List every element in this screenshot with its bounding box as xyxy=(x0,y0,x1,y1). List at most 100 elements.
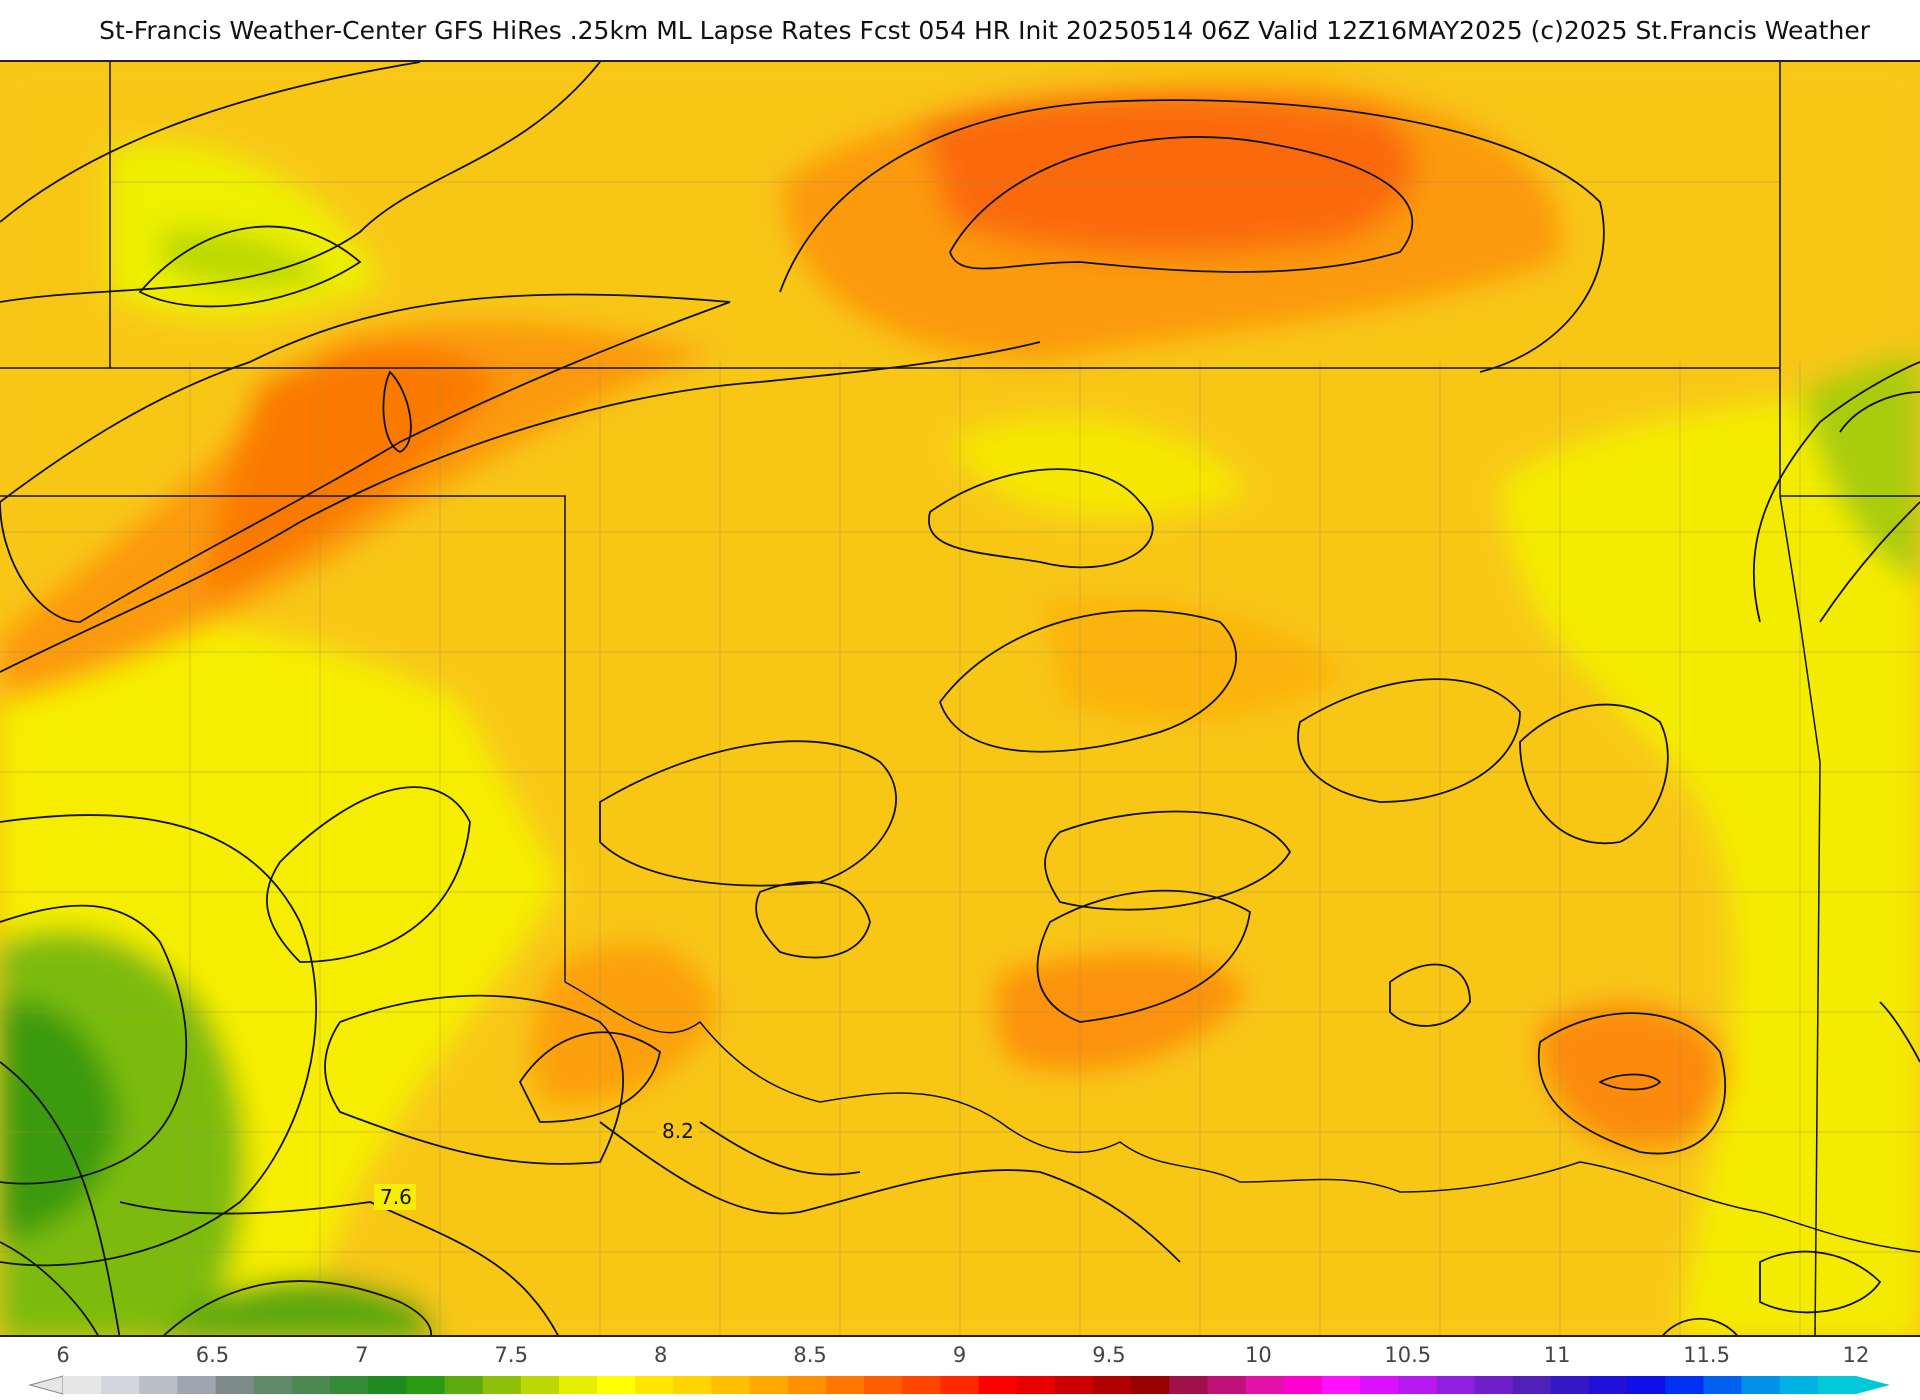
lapse-rate-map: 8.2 7.6 xyxy=(0,62,1920,1335)
legend-swatch xyxy=(101,1376,140,1394)
legend-swatch xyxy=(177,1376,217,1394)
legend-swatch xyxy=(940,1376,980,1394)
legend-tick: 8 xyxy=(653,1343,668,1367)
legend-tick: 9 xyxy=(952,1343,967,1367)
shade-redorange-north xyxy=(920,90,1415,256)
legend-swatch xyxy=(864,1376,903,1394)
legend-swatch xyxy=(673,1376,713,1394)
isoline-23 xyxy=(1389,963,1471,1027)
legend-swatch xyxy=(1665,1376,1704,1394)
isoline-22 xyxy=(1297,678,1521,803)
legend-tick: 9.5 xyxy=(1092,1343,1126,1367)
legend-tick: 7 xyxy=(355,1343,369,1367)
isoline-13 xyxy=(0,1061,121,1335)
shade-orange-southeast xyxy=(1537,1001,1730,1151)
border-red-river xyxy=(564,981,1920,1253)
legend-swatch xyxy=(1131,1376,1170,1394)
legend-tick: 6 xyxy=(56,1343,70,1367)
isoline-16 xyxy=(518,1031,661,1123)
legend-ticks: 6 6.5 7 7.5 8 8.5 9 9.5 10 10.5 11 11.5 12 xyxy=(0,1343,1920,1367)
isoline-8 xyxy=(779,99,1605,373)
legend-swatch xyxy=(1817,1376,1857,1394)
isoline-21 xyxy=(1044,810,1292,911)
isoline-17 xyxy=(599,740,897,887)
legend-swatch xyxy=(825,1376,865,1394)
isoline-29 xyxy=(1839,391,1920,433)
legend-swatch xyxy=(520,1376,560,1394)
legend-swatch xyxy=(1321,1376,1361,1394)
legend-swatch xyxy=(482,1376,522,1394)
state-borders xyxy=(0,62,1920,1335)
legend-swatch xyxy=(1627,1376,1666,1394)
isoline-33 xyxy=(1662,1318,1738,1335)
label-8-2: 8.2 xyxy=(662,1119,694,1143)
legend-swatch xyxy=(1283,1376,1323,1394)
legend-swatch xyxy=(1245,1376,1285,1394)
legend-swatch xyxy=(63,1376,102,1394)
isoline-27 xyxy=(1819,501,1920,623)
isolines xyxy=(0,62,1920,1335)
isoline-14 xyxy=(265,786,471,963)
shade-redorange-northwest xyxy=(200,344,500,602)
contour-labels: 8.2 7.6 xyxy=(374,1118,698,1210)
legend-swatch xyxy=(215,1376,255,1394)
shade-yellow-east xyxy=(1500,362,1920,1335)
legend-swatch xyxy=(1703,1376,1743,1394)
legend-tick: 11 xyxy=(1543,1343,1571,1367)
legend-swatch xyxy=(330,1376,369,1394)
color-legend: 6 6.5 7 7.5 8 8.5 9 9.5 10 10.5 11 11.5 12 xyxy=(0,1337,1920,1400)
shade-orange-south-1 xyxy=(529,941,720,1107)
isoline-2 xyxy=(0,62,601,303)
legend-tick: 11.5 xyxy=(1683,1343,1730,1367)
legend-arrow-right xyxy=(1856,1376,1890,1394)
legend-swatch xyxy=(597,1376,636,1394)
legend-swatch xyxy=(1588,1376,1628,1394)
legend-tick: 8.5 xyxy=(793,1343,827,1367)
legend-swatch xyxy=(444,1376,484,1394)
county-lines xyxy=(0,181,1920,1335)
map-panel: 8.2 7.6 xyxy=(0,60,1920,1337)
legend-swatch xyxy=(1550,1376,1590,1394)
isoline-7-6 xyxy=(119,1201,559,1335)
legend-swatch xyxy=(1436,1376,1476,1394)
legend-swatch xyxy=(1169,1376,1208,1394)
legend-tick: 7.5 xyxy=(494,1343,528,1367)
legend-swatch xyxy=(902,1376,941,1394)
isoline-9 xyxy=(928,468,1154,569)
isoline-19 xyxy=(938,609,1237,753)
shade-lightgreen-north xyxy=(160,229,330,288)
isoline-32 xyxy=(1759,1250,1882,1314)
isoline-25 xyxy=(1597,1073,1662,1091)
isoline-18 xyxy=(755,881,871,959)
legend-swatch xyxy=(1398,1376,1437,1394)
isoline-20 xyxy=(1036,889,1251,1023)
legend-tick: 10 xyxy=(1244,1343,1272,1367)
legend-swatch xyxy=(406,1376,445,1394)
legend-swatch xyxy=(558,1376,598,1394)
legend-tick: 6.5 xyxy=(195,1343,230,1367)
isoline-5 xyxy=(382,370,412,454)
label-7-6-bg xyxy=(374,1184,416,1210)
legend-swatch xyxy=(749,1376,789,1394)
legend-colorbar xyxy=(28,1375,1890,1395)
legend-tick: 10.5 xyxy=(1384,1343,1432,1367)
isoline-28 xyxy=(1752,361,1920,623)
title-bar: St-Francis Weather-Center GFS HiRes .25k… xyxy=(0,0,1920,60)
isoline-4 xyxy=(0,293,731,623)
isoline-26 xyxy=(1519,703,1669,845)
border-east xyxy=(1779,495,1821,1335)
shade-darkgreen-southwest xyxy=(0,1000,120,1242)
isoline-15 xyxy=(324,994,624,1165)
shade-orange-south-2 xyxy=(993,951,1250,1074)
legend-swatch xyxy=(139,1376,178,1394)
legend-swatch xyxy=(1054,1376,1094,1394)
legend-swatch xyxy=(1741,1376,1781,1394)
isoline-8-2 xyxy=(599,1121,1181,1263)
county-verticals xyxy=(189,362,1801,1335)
isoline-10 xyxy=(0,904,188,1185)
isoline-34 xyxy=(1879,1001,1920,1063)
legend-swatch xyxy=(1016,1376,1056,1394)
isoline-24 xyxy=(1537,1012,1726,1155)
shade-green-east xyxy=(1800,352,1920,582)
legend-swatch xyxy=(635,1376,674,1394)
